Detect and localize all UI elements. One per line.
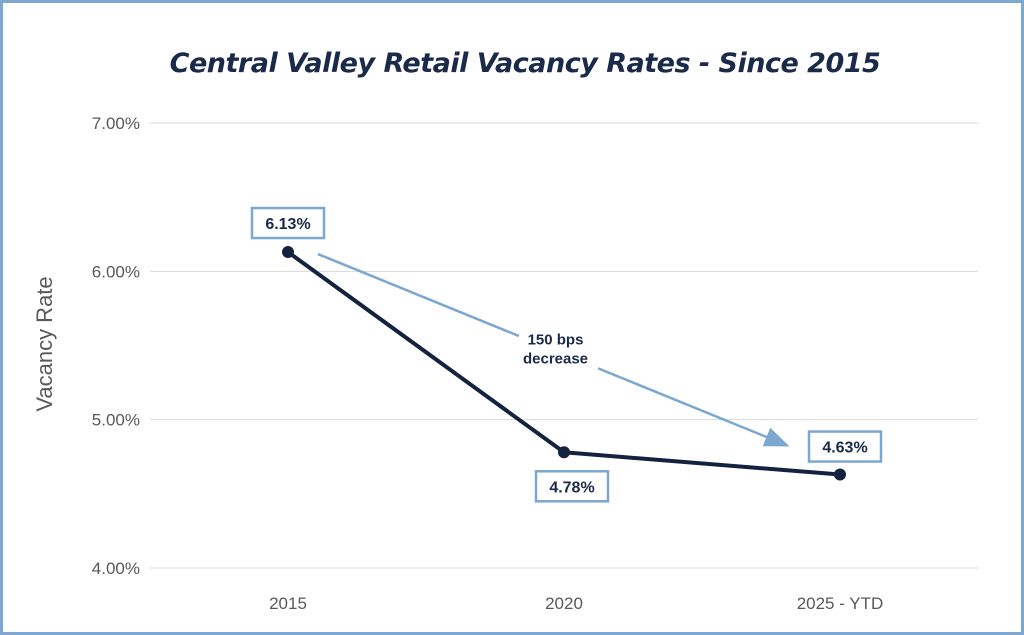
data-point — [282, 246, 294, 259]
y-tick-label: 5.00% — [92, 411, 140, 430]
data-labels: 6.13% 4.78% 4.63% — [250, 206, 883, 503]
data-label: 6.13% — [265, 216, 310, 233]
annotation-arrow — [597, 367, 790, 447]
annotation-text: decrease — [523, 350, 588, 367]
x-tick-label: 2020 — [545, 594, 583, 613]
data-label-box — [250, 206, 326, 240]
y-axis-label: Vacancy Rate — [32, 276, 57, 411]
x-tick-label: 2025 - YTD — [797, 594, 884, 613]
data-label: 4.78% — [549, 479, 594, 496]
y-tick-label: 4.00% — [92, 559, 140, 578]
data-point — [834, 468, 846, 481]
data-label-box — [534, 470, 610, 503]
chart-title: Central Valley Retail Vacancy Rates - Si… — [170, 48, 881, 79]
gridlines — [150, 122, 978, 569]
annotation-text: 150 bps — [528, 331, 584, 348]
axis-tick-labels: 4.00% 5.00% 6.00% 7.00% 2015 2020 2025 - YTD — [92, 114, 884, 613]
series-line — [282, 246, 846, 481]
annotation-arrow-segment — [317, 252, 520, 338]
y-tick-label: 6.00% — [92, 262, 140, 281]
y-tick-label: 7.00% — [92, 114, 140, 133]
data-label: 4.63% — [822, 440, 867, 457]
x-tick-label: 2015 — [269, 594, 307, 613]
data-label-box — [807, 430, 883, 463]
data-point — [558, 446, 570, 459]
decrease-annotation: 150 bps decrease — [317, 252, 790, 447]
